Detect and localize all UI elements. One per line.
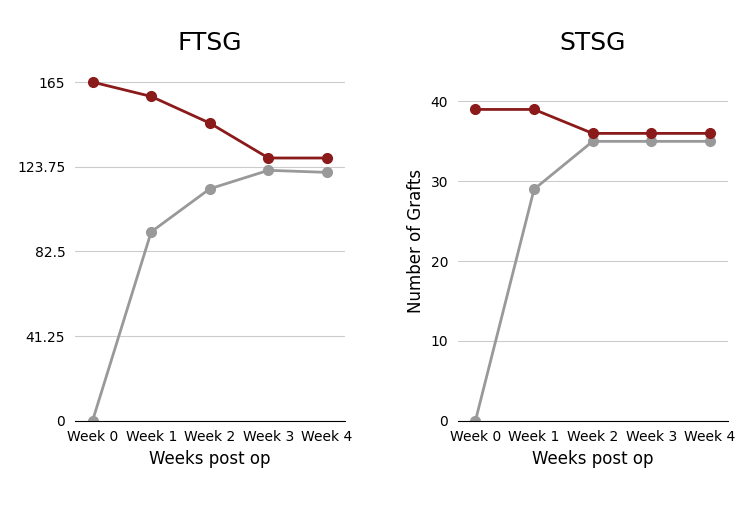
Grafts documented as taken	[147, 229, 156, 235]
Total grafts (minus documented failed grafts)	[88, 79, 97, 85]
Grafts documented as taken	[646, 139, 656, 145]
Title: STSG: STSG	[560, 31, 626, 55]
Total grafts (minus documented failed grafts)	[588, 130, 597, 136]
Title: FTSG: FTSG	[178, 31, 242, 55]
Line: Total grafts (minus documented failed grafts): Total grafts (minus documented failed gr…	[88, 77, 332, 163]
Grafts documented as taken	[88, 418, 97, 424]
Grafts documented as taken	[588, 139, 597, 145]
Total grafts (minus documented failed grafts)	[206, 120, 214, 126]
Total grafts (minus documented failed grafts)	[147, 93, 156, 100]
Y-axis label: Number of Grafts: Number of Grafts	[407, 169, 425, 313]
Grafts documented as taken	[530, 186, 538, 192]
Grafts documented as taken	[206, 186, 214, 192]
Total grafts (minus documented failed grafts)	[706, 130, 715, 136]
Line: Grafts documented as taken: Grafts documented as taken	[470, 136, 715, 425]
Grafts documented as taken	[322, 169, 332, 175]
Grafts documented as taken	[471, 418, 480, 424]
X-axis label: Weeks post op: Weeks post op	[532, 450, 653, 468]
Total grafts (minus documented failed grafts)	[264, 155, 273, 161]
Line: Grafts documented as taken: Grafts documented as taken	[88, 166, 332, 425]
Total grafts (minus documented failed grafts)	[322, 155, 332, 161]
Total grafts (minus documented failed grafts)	[646, 130, 656, 136]
Grafts documented as taken	[264, 167, 273, 173]
Total grafts (minus documented failed grafts)	[530, 106, 538, 112]
Line: Total grafts (minus documented failed grafts): Total grafts (minus documented failed gr…	[470, 105, 715, 138]
Grafts documented as taken	[706, 139, 715, 145]
Total grafts (minus documented failed grafts)	[471, 106, 480, 112]
X-axis label: Weeks post op: Weeks post op	[149, 450, 271, 468]
